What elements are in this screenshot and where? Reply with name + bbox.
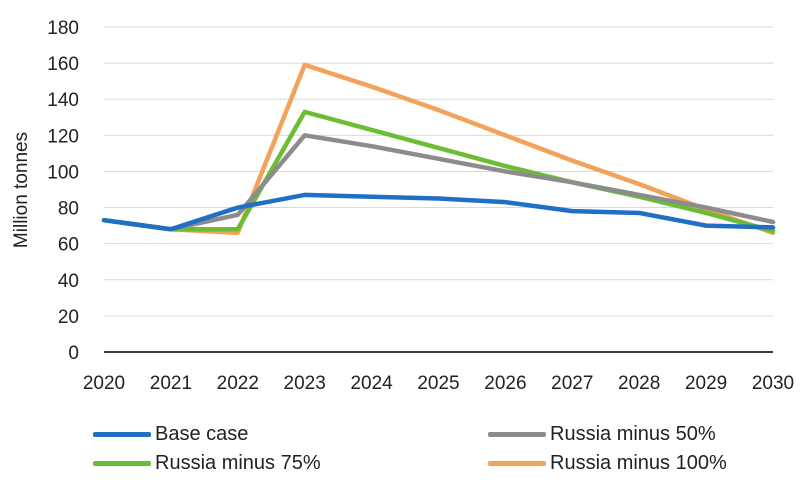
legend-item-base-case: Base case [93, 420, 248, 448]
legend: Base case Russia minus 50% Russia minus … [0, 415, 809, 485]
x-tick-label: 2028 [618, 373, 660, 394]
series-line-russia-minus-75 [101, 109, 776, 234]
x-tick-label: 2024 [350, 373, 393, 394]
x-tick-label: 2021 [150, 373, 192, 394]
legend-swatch [93, 460, 151, 466]
legend-label: Russia minus 75% [155, 451, 321, 474]
y-tick-label: 20 [58, 307, 79, 328]
x-tick-label: 2026 [484, 373, 526, 394]
legend-item-russia-minus-75: Russia minus 75% [93, 449, 321, 477]
x-tick-label: 2030 [752, 373, 794, 394]
legend-swatch [488, 460, 546, 466]
gridlines [104, 26, 773, 317]
y-tick-label: 100 [47, 162, 79, 183]
series-lines [101, 62, 776, 236]
x-tick-label: 2027 [551, 373, 593, 394]
legend-item-russia-minus-50: Russia minus 50% [488, 420, 716, 448]
x-axis-ticks: 2020 2021 2022 2023 2024 2025 2026 2027 2028 2029… [83, 373, 794, 394]
legend-item-russia-minus-100: Russia minus 100% [488, 449, 727, 477]
y-tick-label: 160 [47, 54, 79, 75]
series-line-russia-minus-50 [101, 133, 776, 232]
legend-label: Base case [155, 422, 249, 445]
y-tick-label: 0 [68, 343, 79, 364]
y-tick-label: 120 [47, 126, 79, 147]
x-tick-label: 2023 [284, 373, 326, 394]
series-line-base-case [101, 192, 776, 232]
x-tick-label: 2020 [83, 373, 125, 394]
y-axis-title: Million tonnes [11, 132, 32, 248]
legend-swatch [93, 431, 151, 437]
y-axis-ticks: 0 20 40 60 80 100 120 140 160 180 [47, 18, 79, 364]
x-tick-label: 2029 [685, 373, 727, 394]
y-tick-label: 60 [58, 235, 79, 256]
legend-swatch [488, 431, 546, 437]
y-tick-label: 180 [47, 18, 79, 39]
series-line-russia-minus-100 [101, 62, 776, 236]
x-tick-label: 2022 [217, 373, 259, 394]
y-tick-label: 80 [58, 199, 79, 220]
y-tick-label: 40 [58, 271, 79, 292]
x-tick-label: 2025 [417, 373, 459, 394]
legend-label: Russia minus 50% [550, 422, 716, 445]
y-tick-label: 140 [47, 90, 79, 111]
legend-label: Russia minus 100% [550, 451, 727, 474]
